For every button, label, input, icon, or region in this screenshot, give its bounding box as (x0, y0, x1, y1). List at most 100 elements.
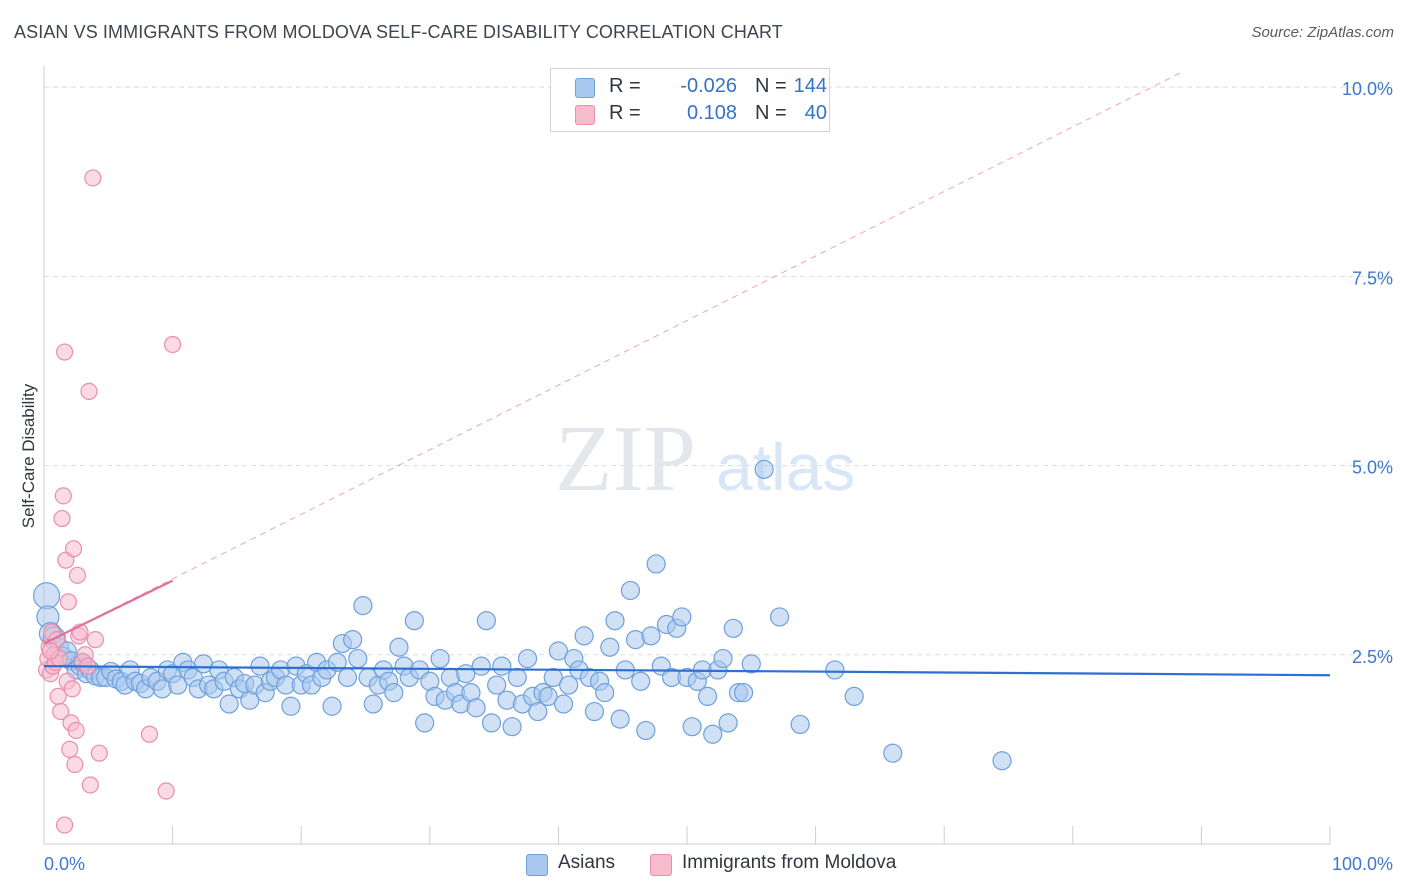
moldova-point (41, 642, 60, 660)
asians-point (250, 656, 270, 676)
asians-point (430, 648, 450, 669)
y-axis-label: Self-Care Disability (19, 383, 38, 528)
asians-point (610, 709, 630, 729)
asians-swatch (526, 854, 548, 876)
asians-point (769, 607, 790, 627)
asians-point (404, 611, 424, 631)
asians-point (32, 582, 61, 610)
moldova-point (49, 687, 67, 706)
asians-point (605, 611, 625, 631)
asians-point (574, 626, 594, 646)
moldova-point (140, 725, 159, 743)
asians-point (754, 459, 774, 479)
asians-point (703, 724, 723, 744)
asians-point (559, 675, 579, 695)
asians-swatch (575, 78, 595, 98)
x-tick-label: 100.0% (1332, 854, 1393, 874)
r-value: -0.026 (680, 75, 737, 97)
watermark-zip: ZIP (555, 407, 696, 511)
moldova-point (81, 776, 99, 794)
asians-point (548, 641, 569, 661)
asians-point (595, 683, 615, 703)
asians-point (600, 637, 620, 657)
asians-point (646, 554, 666, 574)
y-tick-label: 7.5% (1352, 268, 1393, 288)
asians-point (733, 683, 754, 703)
moldova-point (66, 755, 84, 774)
r-value: 0.108 (686, 102, 737, 124)
asians-trend-line (43, 665, 1331, 677)
asians-point (641, 626, 661, 646)
moldova-point (80, 382, 98, 400)
asians-point (322, 696, 342, 716)
asians-point (476, 611, 496, 631)
asians-point (883, 743, 903, 763)
trend-lines (43, 71, 1183, 644)
moldova-point (90, 744, 108, 762)
asians-point (337, 667, 358, 688)
moldova-point (59, 593, 78, 611)
asians-point (348, 648, 368, 669)
asians-point (327, 652, 347, 672)
asians-point (353, 595, 373, 616)
asians-points (32, 459, 1012, 771)
moldova-trend-extended (43, 71, 1183, 644)
n-label: N = (755, 75, 787, 97)
moldova-point (68, 566, 87, 584)
moldova-point (61, 740, 79, 758)
asians-point (620, 580, 641, 601)
chart-title: ASIAN VS IMMIGRANTS FROM MOLDOVA SELF-CA… (14, 22, 783, 42)
asians-point (481, 713, 502, 733)
asians-point (672, 607, 692, 627)
asians-point (343, 630, 363, 650)
n-value: 144 (793, 75, 827, 97)
asians-point (538, 686, 558, 707)
asians-point (682, 717, 702, 737)
moldova-swatch (650, 854, 672, 876)
moldova-point (63, 680, 81, 698)
asians-point (528, 701, 548, 722)
grid-lines (44, 86, 1392, 656)
asians-point (389, 637, 409, 657)
asians-point (584, 701, 605, 722)
moldova-point (67, 721, 85, 740)
asians-point (553, 694, 574, 714)
asians-point (723, 618, 743, 638)
asians-point (281, 696, 301, 716)
moldova-points (37, 169, 182, 834)
asians-point (631, 671, 651, 691)
moldova-point (164, 335, 182, 354)
n-label: N = (755, 102, 787, 124)
moldova-point (55, 816, 74, 834)
asians-point (697, 686, 718, 707)
moldova-point (54, 487, 72, 505)
y-tick-label: 10.0% (1342, 79, 1393, 99)
asians-point (502, 717, 522, 737)
moldova-point (157, 782, 175, 800)
source-label: Source: ZipAtlas.com (1251, 24, 1394, 41)
asians-point (713, 648, 733, 669)
asians-point (517, 648, 538, 669)
asians-point (363, 694, 383, 714)
moldova-point (86, 631, 105, 649)
n-value: 40 (804, 102, 827, 124)
x-tick-label: 0.0% (44, 854, 85, 874)
r-label: R = (609, 102, 641, 124)
asians-point (487, 675, 507, 695)
asians-point (636, 720, 656, 741)
tick-labels: 2.5% 5.0% 7.5% 10.0% 0.0% 100.0% (44, 79, 1393, 874)
moldova-point (55, 343, 74, 361)
asians-point (543, 667, 563, 688)
legend-label: Immigrants from Moldova (682, 852, 897, 873)
asians-point (741, 654, 761, 674)
asians-point (992, 751, 1012, 771)
asians-point (168, 675, 188, 695)
asians-point (219, 694, 239, 714)
asians-point (384, 683, 404, 703)
asians-point (790, 714, 810, 735)
axes (43, 66, 1331, 845)
moldova-point (52, 702, 70, 721)
y-tick-label: 2.5% (1352, 647, 1393, 667)
asians-point (492, 656, 512, 676)
